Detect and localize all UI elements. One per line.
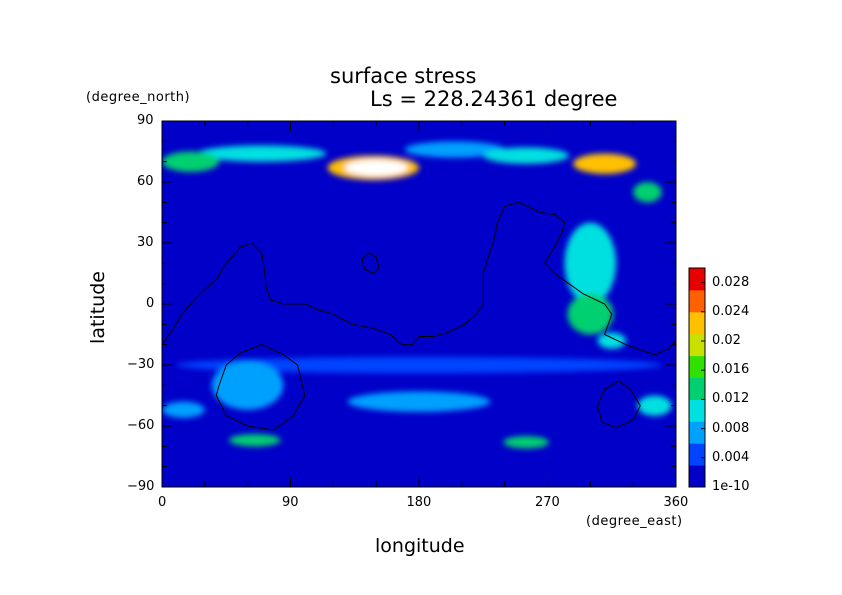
colorbar [688, 267, 706, 488]
x-tick-label: 270 [535, 495, 560, 510]
x-tick-label: 0 [158, 495, 167, 510]
x-units-label: (degree_east) [586, 514, 683, 529]
topography-contour-0 [162, 201, 676, 356]
stress-field [162, 121, 676, 487]
stress-feature-3 [211, 360, 284, 410]
colorbar-tick-label: 0.02 [712, 333, 741, 348]
stress-feature-0 [176, 356, 662, 374]
colorbar-swatch [689, 443, 705, 466]
colorbar-tick-label: 1e-10 [712, 479, 750, 494]
colorbar-swatch [689, 421, 705, 444]
stress-feature-10 [162, 151, 220, 172]
y-tick-label: 30 [137, 235, 154, 250]
topography-contours [162, 201, 676, 431]
colorbar-swatch [689, 465, 705, 488]
colorbar-swatch [689, 355, 705, 378]
stress-feature-13 [503, 436, 549, 449]
stress-feature-5 [197, 145, 327, 162]
x-tick-label: 180 [406, 495, 432, 510]
stress-feature-14 [567, 293, 614, 335]
y-tick-label: 0 [146, 296, 155, 311]
stress-feature-7 [637, 395, 672, 416]
chart-subtitle: Ls = 228.24361 degree [370, 87, 618, 111]
stress-feature-9 [597, 332, 627, 349]
axis-ticks [161, 120, 677, 488]
stress-feature-4 [162, 401, 205, 418]
colorbar-swatch [689, 268, 705, 291]
colorbar-tick-label: 0.004 [712, 449, 750, 465]
colorbar-tick-label: 0.024 [712, 303, 750, 319]
stress-feature-12 [229, 434, 281, 447]
colorbar-swatch [689, 289, 705, 313]
stress-feature-15 [573, 153, 637, 174]
colorbar-swatch [689, 333, 705, 357]
colorbar-tick-label: 0.028 [712, 274, 750, 290]
x-axis-label: longitude [375, 535, 465, 557]
chart-title: surface stress [330, 64, 477, 88]
y-tick-label: −60 [127, 418, 155, 433]
topography-contour-1 [361, 252, 380, 275]
x-tick-label: 360 [663, 495, 689, 510]
colorbar-swatch [689, 311, 705, 335]
stress-feature-8 [564, 222, 617, 304]
colorbar-tick-label: 0.012 [712, 391, 750, 407]
colorbar-swatch [689, 377, 705, 400]
stress-feature-17 [344, 159, 408, 176]
topography-contour-2 [215, 344, 306, 431]
y-units-label: (degree_north) [86, 90, 191, 105]
y-tick-label: −30 [127, 357, 155, 372]
topography-contour-3 [597, 380, 641, 429]
colorbar-swatch [689, 399, 705, 422]
stress-feature-2 [404, 141, 505, 158]
x-tick-label: 90 [282, 495, 299, 510]
stress-feature-11 [633, 182, 662, 203]
stress-feature-6 [483, 147, 569, 164]
colorbar-tick-label: 0.016 [712, 362, 750, 378]
y-tick-label: 60 [137, 174, 154, 189]
stress-feature-1 [347, 391, 491, 412]
y-axis-label: latitude [86, 271, 109, 344]
colorbar-frame [688, 267, 706, 488]
y-tick-label: −90 [127, 479, 155, 494]
y-tick-label: 90 [137, 113, 154, 128]
colorbar-tick-label: 0.008 [712, 420, 750, 436]
field-blobs [162, 141, 672, 449]
